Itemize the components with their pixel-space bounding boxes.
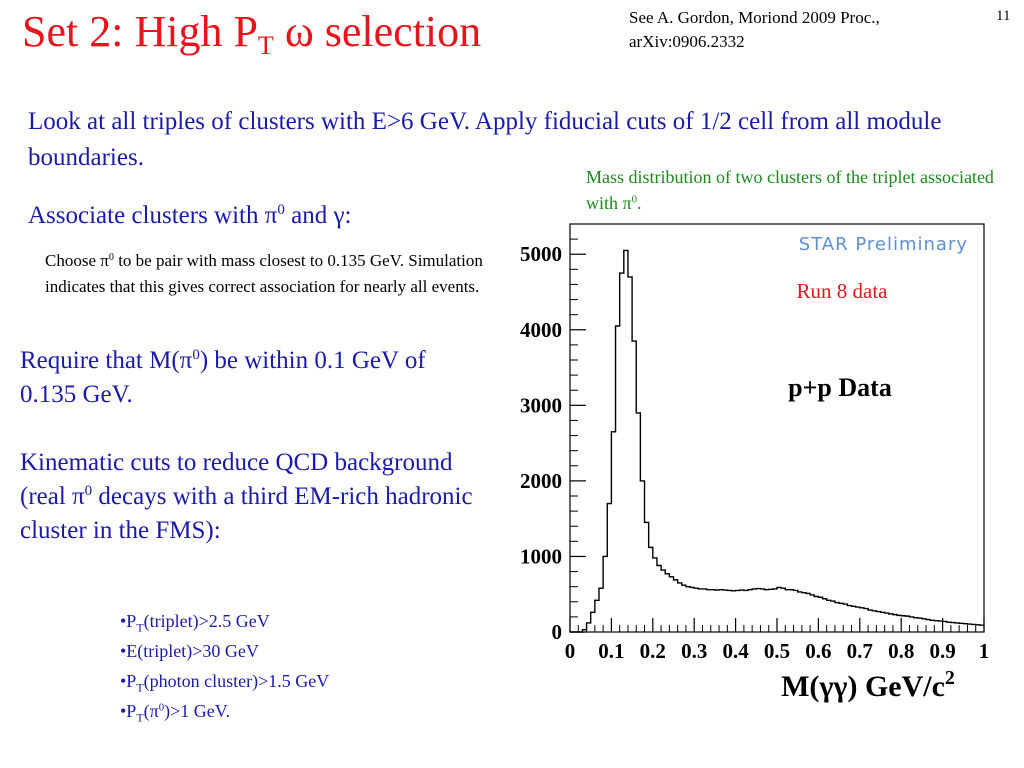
x-tick-label: 0.4 [722, 639, 749, 663]
dataset-label: p+p Data [788, 373, 892, 402]
x-tick-label: 0.9 [929, 639, 955, 663]
reference-citation: See A. Gordon, Moriond 2009 Proc., arXiv… [629, 6, 880, 54]
x-tick-label: 0.7 [847, 639, 873, 663]
mass-histogram: 0 1000 2000 3000 4000 5000 0 0.1 0.2 0.3 0.4 0.5 0.… [520, 223, 990, 703]
y-tick-label: 5000 [520, 242, 562, 266]
y-tick-label: 1000 [520, 544, 562, 568]
cut-energy-triplet: •E(triplet)>30 GeV [120, 641, 259, 661]
x-tick-label: 0.1 [598, 639, 624, 663]
paragraph-kinematic-cuts: Kinematic cuts to reduce QCD background … [20, 449, 473, 544]
page-number: 11 [996, 8, 1011, 24]
run-label: Run 8 data [797, 279, 889, 303]
cut-pt-triplet: •PT(triplet)>2.5 GeV [120, 611, 270, 635]
star-preliminary-label: STAR Preliminary [799, 234, 968, 255]
y-axis: 0 1000 2000 3000 4000 5000 [520, 238, 586, 644]
x-tick-label: 0.2 [640, 639, 666, 663]
cut-pt-pion: •PT(π0)>1 GeV. [120, 701, 230, 725]
reference-line-1: See A. Gordon, Moriond 2009 Proc., [629, 8, 880, 27]
cut-list: •PT(triplet)>2.5 GeV •E(triplet)>30 GeV … [120, 606, 329, 726]
histogram-line [570, 249, 984, 633]
x-tick-label: 0.6 [805, 639, 831, 663]
paragraph-associate-clusters: Associate clusters with π0 and γ: [28, 202, 352, 229]
paragraph-pair-choice: Choose π0 to be pair with mass closest t… [45, 251, 483, 296]
y-tick-label: 2000 [520, 469, 562, 493]
paragraph-mass-window: Require that M(π0) be within 0.1 GeV of … [20, 347, 426, 408]
paragraph-cluster-selection: Look at all triples of clusters with E>6… [28, 108, 942, 171]
x-axis: 0 0.1 0.2 0.3 0.4 0.5 0.6 0.7 0.8 0.9 1 [565, 618, 990, 663]
x-tick-label: 0.3 [681, 639, 707, 663]
x-tick-label: 0.5 [764, 639, 790, 663]
slide-title: Set 2: High PT ω selection [22, 7, 482, 60]
y-tick-label: 3000 [520, 393, 562, 417]
x-tick-label: 1 [979, 639, 990, 663]
x-tick-label: 0.8 [888, 639, 914, 663]
x-axis-label: M(γγ) GeV/c2 [781, 667, 955, 703]
figure-caption: Mass distribution of two clusters of the… [586, 167, 994, 213]
reference-line-2: arXiv:0906.2332 [629, 32, 745, 51]
x-tick-label: 0 [565, 639, 576, 663]
cut-pt-photon: •PT(photon cluster)>1.5 GeV [120, 671, 330, 695]
y-tick-label: 0 [552, 620, 563, 644]
y-tick-label: 4000 [520, 318, 562, 342]
